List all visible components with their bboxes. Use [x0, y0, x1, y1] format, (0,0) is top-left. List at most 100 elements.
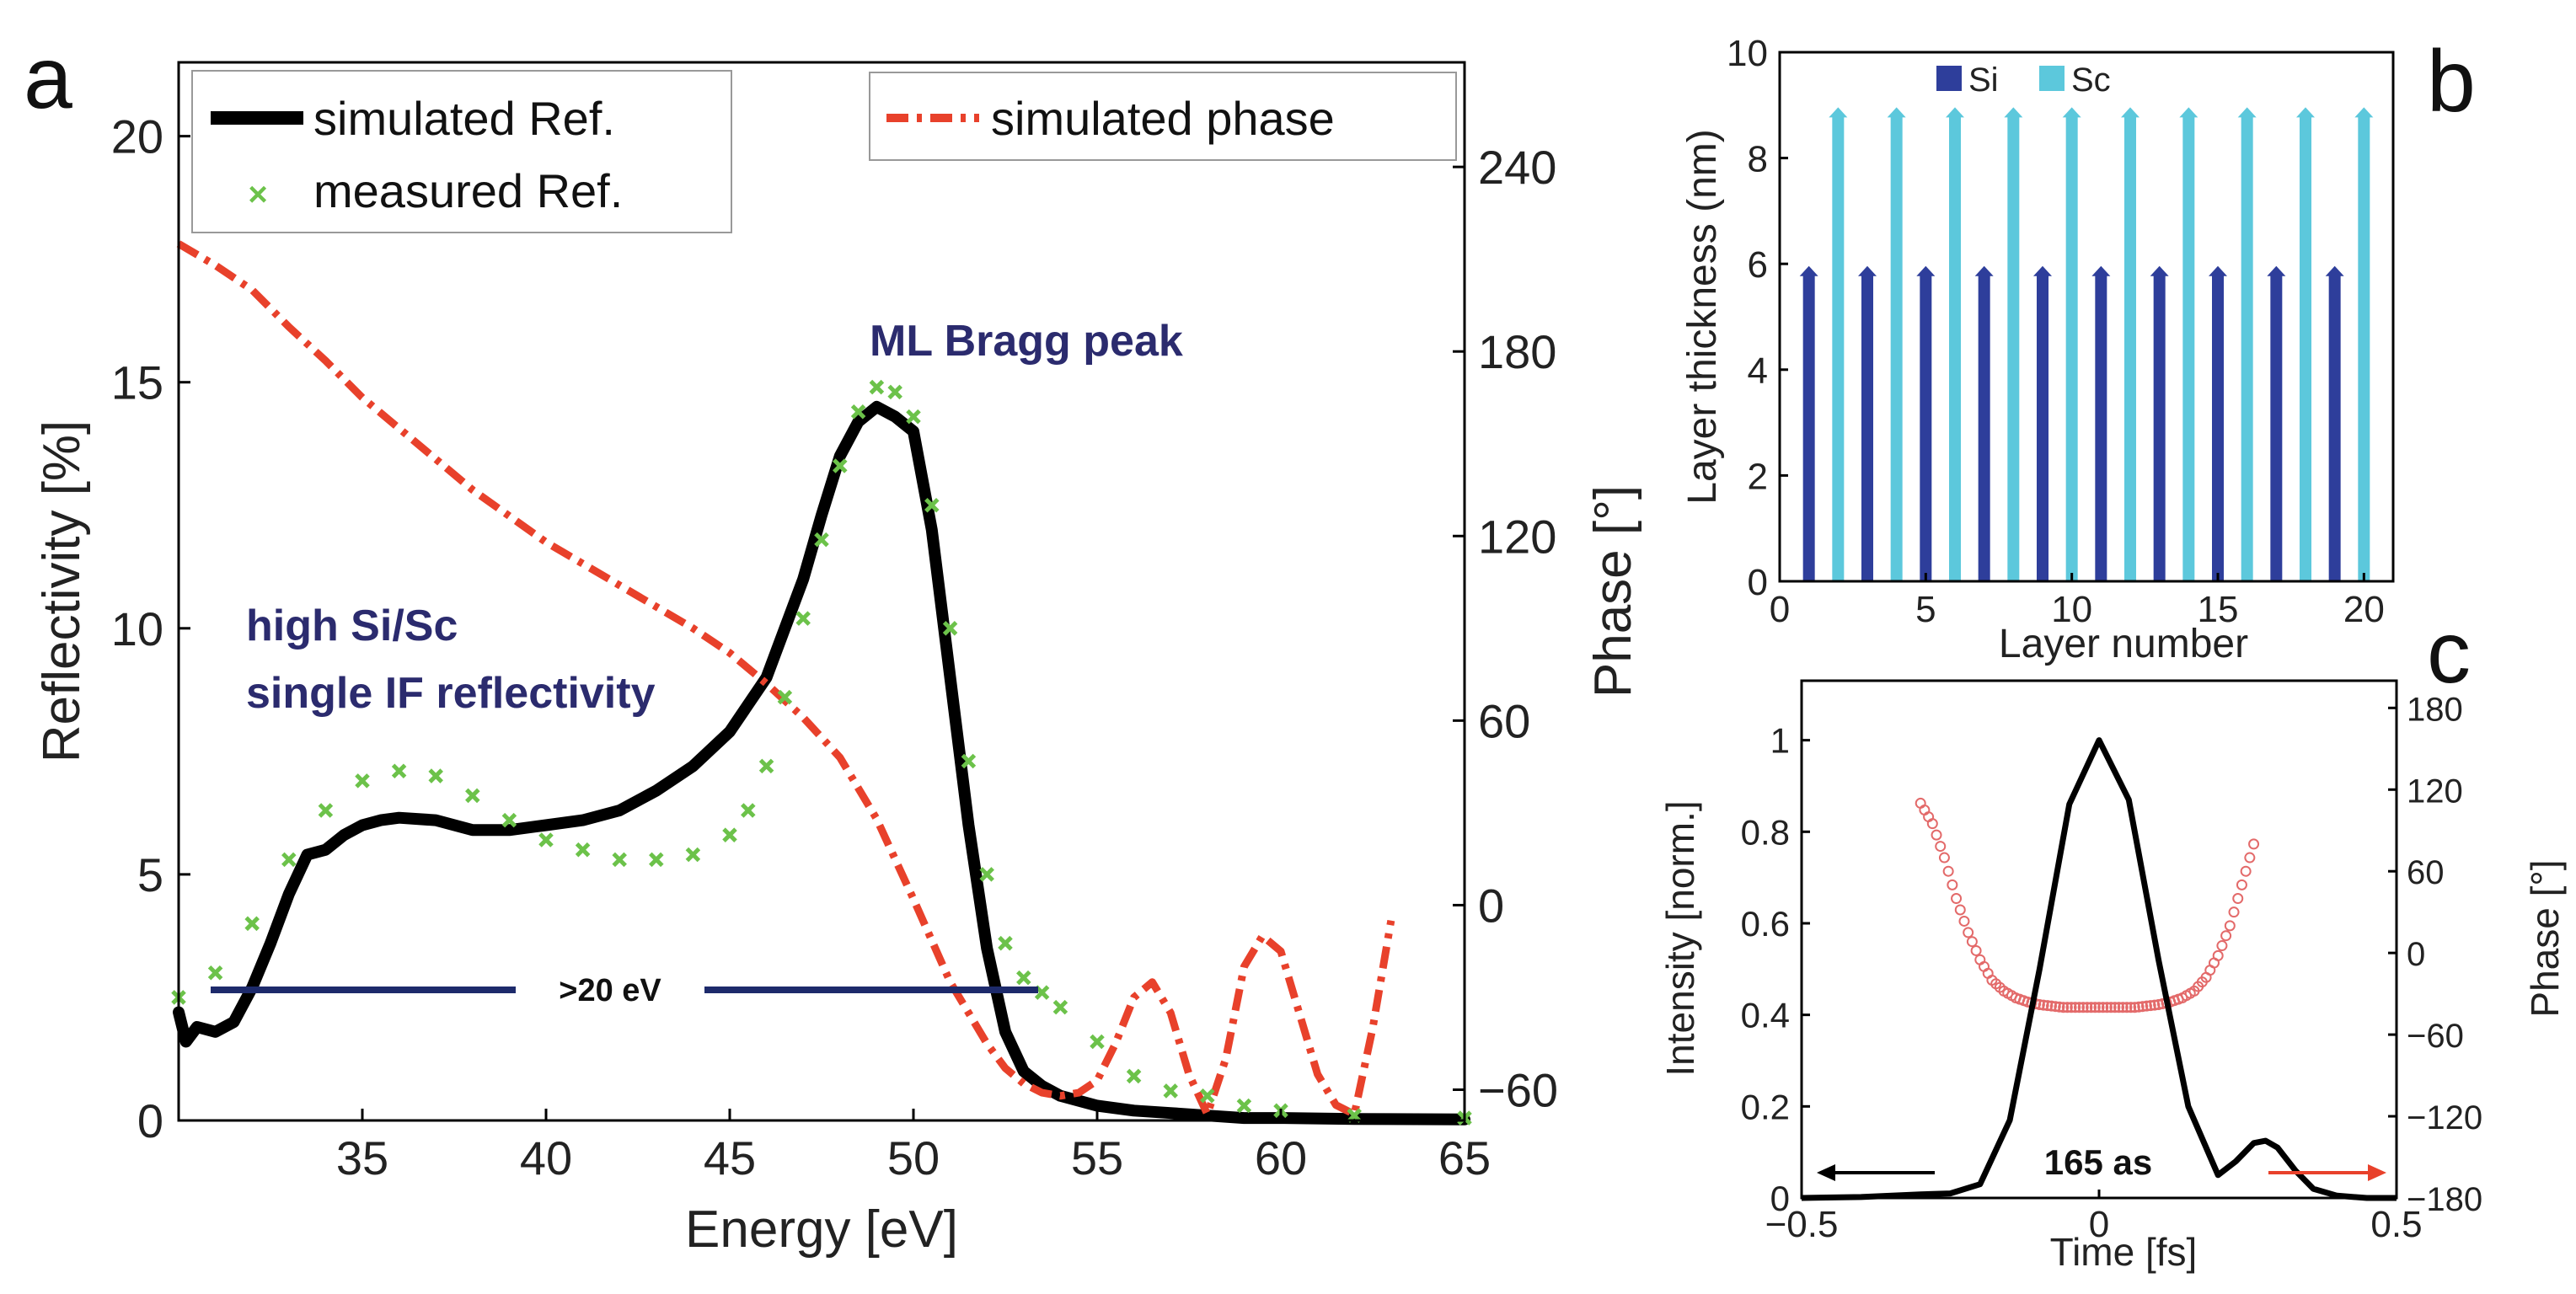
phase-marker: [2244, 852, 2256, 864]
measured-reflectivity-marker: [814, 532, 829, 548]
legend-label-sc: Sc: [2071, 61, 2111, 99]
phase-marker: [2117, 1002, 2129, 1013]
phase-marker: [2224, 920, 2236, 932]
phase-marker: [1938, 852, 1950, 864]
measured-reflectivity-marker: [685, 847, 701, 863]
legend-b: Si Sc: [1936, 61, 2111, 99]
phase-marker: [2140, 1000, 2152, 1012]
interface-annotation-line2: single IF reflectivity: [246, 669, 656, 718]
panel-c-ytick-label: 1: [1770, 721, 1790, 761]
bar-si: [2037, 274, 2048, 581]
measured-reflectivity-marker: [758, 758, 774, 774]
phase-marker: [2077, 1002, 2089, 1013]
phase-marker: [2042, 1000, 2054, 1012]
panel-c-xtick-label: 0.5: [2370, 1204, 2422, 1245]
phase-marker: [2113, 1002, 2125, 1013]
bar-si: [1802, 274, 1815, 581]
panel-a-ytick-label: 15: [111, 356, 163, 409]
panel-c-axes: −0.5 0 0.500.20.40.60.81−180−120−600601201…: [1741, 691, 2483, 1245]
panel-b-bars: [1799, 107, 2374, 582]
panel-b-ytick-label: 4: [1748, 350, 1768, 392]
legend-label-simulated-ref: simulated Ref.: [313, 92, 615, 145]
phase-marker: [1942, 865, 1954, 877]
phase-marker: [2137, 1001, 2149, 1013]
bar-sc: [2300, 115, 2311, 582]
panel-c-ytick-label: 0: [1770, 1179, 1790, 1218]
panel-a-axes: 35 40 45 50 55 60 65 0 5 10 15 20 −60 0 60 120 180 240: [111, 110, 1558, 1184]
legend-swatch-measured-ref: ×: [248, 176, 267, 213]
bar-cap-sc: [1946, 107, 1964, 118]
panel-b-ytick-label: 10: [1727, 33, 1768, 74]
panel-a-y2tick-label: 240: [1478, 141, 1556, 194]
measured-reflectivity-marker: [1126, 1068, 1142, 1084]
panel-c-y2tick-label: 120: [2407, 773, 2463, 810]
panel-a-xtick-label: 65: [1438, 1131, 1491, 1184]
phase-marker: [2133, 1001, 2145, 1013]
panel-b-frame: [1778, 51, 2395, 583]
measured-reflectivity-marker: [1200, 1088, 1215, 1104]
bar-sc: [1832, 115, 1845, 582]
measured-reflectivity-marker: [501, 812, 517, 828]
panel-c-series: [1801, 737, 2397, 1201]
phase-marker: [2101, 1002, 2113, 1013]
panel-c-xtick-label: −0.5: [1765, 1204, 1839, 1245]
panel-b-axes: 0 5 10 15 20 0 2 4 6 8 10: [1727, 33, 2385, 630]
panel-c-y2tick-label: 0: [2407, 936, 2425, 973]
bar-si: [1978, 274, 1990, 581]
measured-reflectivity-marker: [722, 827, 737, 842]
panel-b-xtick-label: 20: [2343, 589, 2385, 630]
phase-marker: [2054, 1001, 2065, 1013]
phase-marker: [2086, 1002, 2097, 1013]
panel-a-y2tick-label: 120: [1478, 510, 1556, 563]
phase-marker: [2065, 1002, 2077, 1013]
panel-c-y2tick-label: 180: [2407, 691, 2463, 728]
bar-cap-si: [2150, 265, 2169, 276]
phase-marker: [2121, 1002, 2133, 1013]
legend-right: simulated phase: [869, 72, 1457, 161]
series-simulated-phase-line: [176, 240, 1395, 1119]
measured-reflectivity-marker: [741, 803, 756, 818]
phase-marker: [1963, 927, 1974, 938]
panel-b-xtick-label: 10: [2051, 589, 2092, 630]
phase-marker: [1970, 944, 1982, 956]
panel-b-xtick-label: 15: [2198, 589, 2239, 630]
bar-cap-sc: [2296, 107, 2315, 118]
measured-reflectivity-marker: [850, 404, 866, 420]
bar-sc: [2358, 115, 2370, 582]
panel-b: 0 5 10 15 20 0 2 4 6 8 10 Layer number Layer thick…: [1680, 33, 2395, 666]
panel-a-xtick-label: 60: [1255, 1131, 1307, 1184]
legend-label-simulated-phase: simulated phase: [991, 92, 1335, 145]
bar-cap-sc: [1887, 107, 1906, 118]
left-axis-arrow: [1817, 1164, 1935, 1181]
phase-marker: [2236, 879, 2247, 890]
legend-swatch-si: [1936, 66, 1962, 91]
phase-marker: [2105, 1002, 2117, 1013]
measured-reflectivity-marker: [244, 916, 260, 932]
bar-cap-si: [1916, 265, 1936, 276]
bar-si: [2095, 274, 2107, 581]
measured-reflectivity-marker: [649, 852, 664, 868]
panel-letter-c: c: [2427, 604, 2471, 702]
measured-reflectivity-marker: [391, 763, 407, 778]
phase-marker: [1926, 818, 1938, 830]
panel-c-y2tick-label: −120: [2407, 1099, 2482, 1136]
measured-reflectivity-marker: [924, 497, 940, 513]
measured-reflectivity-marker: [1236, 1098, 1252, 1114]
left-axis-arrow-head: [1817, 1164, 1835, 1181]
phase-marker: [2049, 1001, 2061, 1013]
panel-a-ytick-label: 10: [111, 602, 163, 655]
phase-marker: [2129, 1002, 2140, 1013]
phase-marker: [2232, 893, 2244, 905]
measured-reflectivity-marker: [942, 621, 958, 636]
bar-si: [1920, 274, 1932, 581]
panel-b-xtick-label: 0: [1770, 589, 1790, 630]
phase-marker: [2070, 1002, 2081, 1013]
bar-cap-si: [1974, 265, 1994, 276]
bar-cap-si: [1799, 265, 1818, 276]
interface-annotation-line1: high Si/Sc: [246, 602, 458, 650]
legend-swatch-sc: [2039, 66, 2065, 91]
panel-a-xtick-label: 35: [336, 1131, 388, 1184]
measured-reflectivity-marker: [207, 965, 223, 981]
panel-a-ylabel: Reflectivity [%]: [33, 420, 91, 763]
panel-letter-b: b: [2427, 33, 2476, 131]
